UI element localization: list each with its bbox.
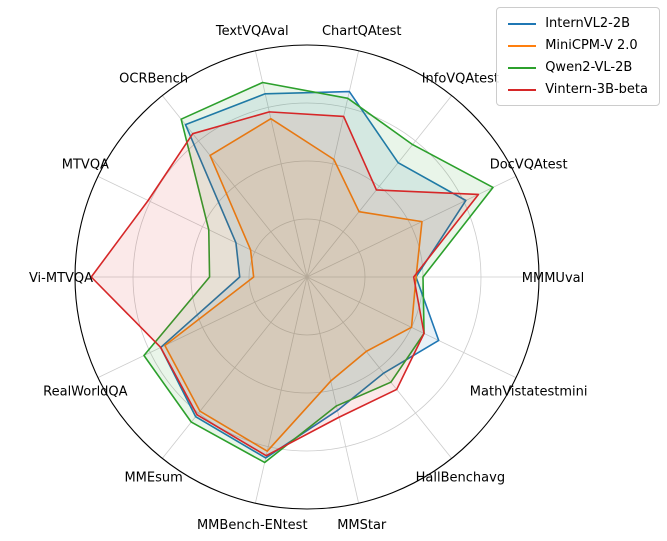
axis-label-hallbenchavg: HallBenchavg <box>416 470 505 485</box>
grid-spoke <box>306 95 452 278</box>
legend-line-swatch <box>508 66 537 69</box>
legend-label: Vintern-3B-beta <box>545 82 648 97</box>
grid-spoke <box>306 276 360 504</box>
legend-line-swatch <box>508 22 537 25</box>
legend-label: InternVL2-2B <box>545 16 631 31</box>
legend-line-swatch <box>508 44 537 47</box>
axis-label-mathvistatestmini: MathVistatestmini <box>470 385 588 400</box>
axis-label-ocrbench: OCRBench <box>119 72 188 87</box>
axis-label-docvqatest: DocVQAtest <box>490 157 568 172</box>
legend-item-vintern-3b-beta: Vintern-3B-beta <box>508 82 648 97</box>
grid-spoke <box>254 276 308 504</box>
axis-label-mmmuval: MMMUval <box>522 271 584 286</box>
grid-spoke <box>97 276 308 379</box>
legend-item-internvl2-2b: InternVL2-2B <box>508 16 648 31</box>
axis-label-realworldqa: RealWorldQA <box>43 385 128 400</box>
series-polygon-qwen2-vl-2b <box>143 81 494 464</box>
axis-label-chartqatest: ChartQAtest <box>322 24 402 39</box>
outer-ring <box>74 44 540 510</box>
grid-spoke <box>306 175 517 278</box>
grid-spoke <box>162 276 308 459</box>
legend: InternVL2-2B MiniCPM-V 2.0 Qwen2-VL-2B Vint… <box>496 7 660 106</box>
legend-item-qwen2-vl-2b: Qwen2-VL-2B <box>508 60 648 75</box>
legend-label: Qwen2-VL-2B <box>545 60 633 75</box>
axis-label-mmbench-entest: MMBench-ENtest <box>197 518 308 533</box>
legend-item-minicpm-v-2-0: MiniCPM-V 2.0 <box>508 38 648 53</box>
series-polygon-minicpm-v-2-0 <box>164 117 423 452</box>
legend-label: MiniCPM-V 2.0 <box>545 38 638 53</box>
axis-label-textvqaval: TextVQAval <box>215 24 289 39</box>
legend-line-swatch <box>508 88 537 91</box>
grid-spoke <box>254 50 308 278</box>
grid-spoke <box>306 50 360 278</box>
axis-label-mmesum: MMEsum <box>124 470 182 485</box>
axis-label-vi-mtvqa: Vi-MTVQA <box>29 271 93 286</box>
grid-spoke <box>97 175 308 278</box>
axis-label-infovqatest: InfoVQAtest <box>422 72 499 87</box>
series-polygon-internvl2-2b <box>159 90 467 459</box>
axis-label-mtvqa: MTVQA <box>62 157 109 172</box>
series-polygon-vintern-3b-beta <box>90 111 480 457</box>
grid-spoke <box>306 276 452 459</box>
axis-label-mmstar: MMStar <box>337 518 387 533</box>
